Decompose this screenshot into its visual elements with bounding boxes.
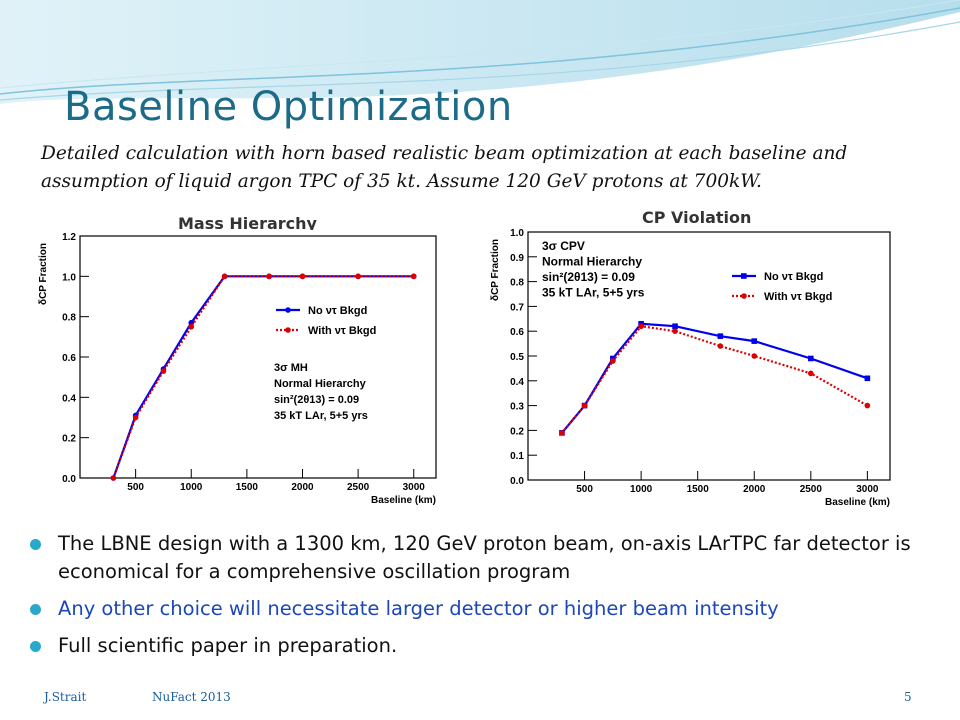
page-number: 5 <box>904 690 912 704</box>
y-tick-label: 1.0 <box>62 272 76 283</box>
footer-author: J.Strait <box>44 690 87 704</box>
data-point <box>610 358 616 364</box>
bullet-list: The LBNE design with a 1300 km, 120 GeV … <box>28 530 948 669</box>
annotation-line: sin²(2θ13) = 0.09 <box>542 270 635 284</box>
y-tick-label: 1.2 <box>62 232 76 243</box>
slide-title: Baseline Optimization <box>64 84 513 130</box>
x-tick-label: 1000 <box>630 484 653 495</box>
data-point <box>751 353 758 359</box>
data-point <box>672 323 678 330</box>
mass-hierarchy-title: Mass Hierarchy <box>178 214 317 233</box>
x-tick-label: 1000 <box>180 482 203 493</box>
footer-event: NuFact 2013 <box>152 690 231 704</box>
y-tick-label: 0.6 <box>510 327 524 338</box>
bullet-item: Any other choice will necessitate larger… <box>28 595 948 623</box>
data-point <box>638 323 644 330</box>
plot-background <box>484 228 898 510</box>
y-tick-label: 0.4 <box>62 393 76 404</box>
data-point <box>717 343 724 349</box>
legend-marker <box>285 307 291 313</box>
y-tick-label: 0.2 <box>510 426 524 437</box>
bullet-dot-icon <box>30 604 41 615</box>
bullet-dot-icon <box>30 539 41 550</box>
data-point <box>808 370 814 377</box>
data-point <box>188 323 195 330</box>
bullet-item: Full scientific paper in preparation. <box>28 632 948 660</box>
legend-label: With ντ Bkgd <box>764 291 832 303</box>
y-tick-label: 0.1 <box>510 451 524 462</box>
data-point <box>717 333 724 339</box>
x-tick-label: 1500 <box>687 484 710 495</box>
y-tick-label: 0.8 <box>62 313 76 324</box>
x-tick-label: 2000 <box>743 484 766 495</box>
y-tick-label: 0.8 <box>510 278 524 289</box>
header-wave-decoration <box>0 0 960 104</box>
data-point <box>160 368 167 374</box>
bullet-text: Any other choice will necessitate larger… <box>58 597 779 620</box>
y-tick-label: 0.3 <box>510 402 524 413</box>
cp-violation-title: CP Violation <box>642 208 752 227</box>
bullet-dot-icon <box>30 641 41 652</box>
data-point <box>581 402 588 409</box>
y-tick-label: 0.6 <box>62 353 76 364</box>
bullet-text: Full scientific paper in preparation. <box>58 634 398 657</box>
x-tick-label: 3000 <box>403 482 426 493</box>
data-point <box>221 273 228 280</box>
data-point <box>410 273 417 280</box>
data-point <box>299 273 306 280</box>
y-tick-label: 0.0 <box>62 474 76 485</box>
x-tick-label: 2000 <box>291 482 314 493</box>
legend-marker <box>741 273 747 279</box>
data-point <box>751 338 758 344</box>
bullet-item: The LBNE design with a 1300 km, 120 GeV … <box>28 530 948 586</box>
data-point <box>266 273 272 280</box>
data-point <box>864 375 871 382</box>
annotation-line: Normal Hierarchy <box>274 378 367 390</box>
data-point <box>132 414 139 421</box>
y-tick-label: 0.7 <box>510 302 524 313</box>
series-line <box>561 325 868 434</box>
x-tick-label: 3000 <box>856 484 879 495</box>
x-tick-label: 500 <box>127 482 144 493</box>
cp-violation-chart: 0.0 0.1 0.2 0.3 0.4 0.5 0.6 0.7 0.8 0.9 1.0 500 1000… <box>484 228 898 510</box>
y-tick-label: 0.5 <box>510 352 524 363</box>
data-point <box>808 355 814 362</box>
legend-marker <box>741 293 747 299</box>
annotation-line: 35 kT LAr, 5+5 yrs <box>274 410 368 422</box>
annotation-line: 3σ CPV <box>542 239 585 253</box>
annotation-line: 35 kT LAr, 5+5 yrs <box>542 286 645 300</box>
x-axis-label: Baseline (km) <box>825 497 890 508</box>
data-point <box>110 475 117 481</box>
data-point <box>672 328 678 334</box>
data-point <box>559 430 565 436</box>
y-tick-label: 0.2 <box>62 434 76 445</box>
legend-label: With ντ Bkgd <box>308 325 376 337</box>
x-tick-label: 2500 <box>800 484 823 495</box>
slide-subtitle: Detailed calculation with horn based rea… <box>41 143 848 192</box>
y-tick-label: 1.0 <box>510 228 524 239</box>
bullet-text: The LBNE design with a 1300 km, 120 GeV … <box>58 532 911 583</box>
mass-hierarchy-chart: 0.0 0.2 0.4 0.6 0.8 1.0 1.2 500 1000 1500 2000 2500… <box>32 230 444 508</box>
data-point <box>864 402 871 409</box>
annotation-line: 3σ MH <box>274 362 308 374</box>
x-tick-label: 500 <box>576 484 593 495</box>
annotation-line: Normal Hierarchy <box>542 255 642 269</box>
x-tick-label: 1500 <box>236 482 259 493</box>
x-tick-label: 2500 <box>347 482 370 493</box>
legend-marker <box>285 327 291 333</box>
y-tick-label: 0.0 <box>510 476 524 487</box>
legend-label: No ντ Bkgd <box>308 305 367 317</box>
x-axis-label: Baseline (km) <box>371 495 436 506</box>
annotation-line: sin²(2θ13) = 0.09 <box>274 394 359 406</box>
data-point <box>355 273 361 280</box>
y-tick-label: 0.9 <box>510 253 524 264</box>
y-tick-label: 0.4 <box>510 377 524 388</box>
legend-label: No ντ Bkgd <box>764 271 823 283</box>
plot-background <box>32 230 444 508</box>
y-axis-label: δCP Fraction <box>490 239 501 301</box>
y-axis-label: δCP Fraction <box>38 243 49 305</box>
